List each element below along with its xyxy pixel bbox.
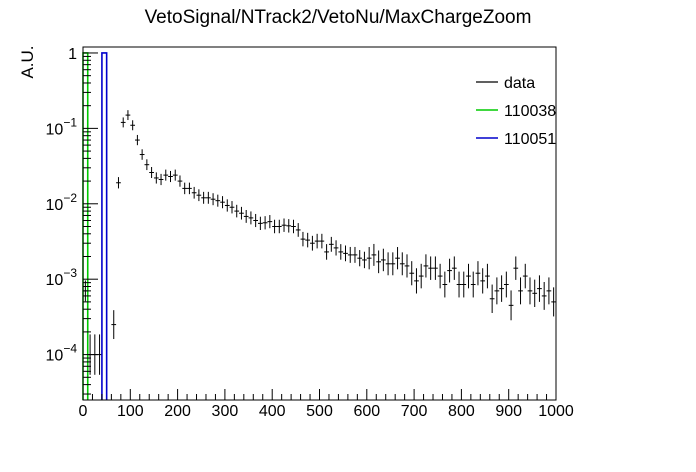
legend: data 110038 110051 — [476, 75, 556, 148]
x-tick-label: 600 — [353, 403, 380, 420]
x-tick-label: 500 — [306, 403, 333, 420]
x-tick-label: 300 — [212, 403, 239, 420]
series-110051-histogram — [101, 52, 108, 400]
legend-label-data: data — [504, 75, 535, 92]
y-tick-label: 10−4 — [46, 342, 78, 365]
x-tick-label: 1000 — [538, 403, 574, 420]
y-tick-label: 10−2 — [46, 191, 78, 214]
legend-label-110051: 110051 — [504, 131, 556, 148]
y-axis-label: A.U. — [18, 45, 37, 78]
x-tick-label: 700 — [401, 403, 428, 420]
y-tick-label: 1 — [68, 46, 77, 63]
x-tick-label: 800 — [448, 403, 475, 420]
legend-label-110038: 110038 — [504, 103, 556, 120]
plot-frame — [82, 46, 557, 401]
plot-area-border — [82, 46, 557, 401]
plot-series — [82, 52, 556, 400]
chart-title: VetoSignal/NTrack2/VetoNu/MaxChargeZoom — [145, 7, 532, 28]
x-axis: 0 100 200 300 400 500 600 700 800 900 1000 — [79, 389, 574, 420]
x-tick-label: 100 — [117, 403, 144, 420]
y-tick-label: 10−3 — [46, 266, 78, 289]
x-tick-label: 900 — [495, 403, 522, 420]
y-tick-label: 10−1 — [46, 115, 78, 138]
y-axis: 10−4 10−3 10−2 10−1 1 — [46, 46, 98, 395]
x-tick-label: 0 — [79, 403, 88, 420]
x-tick-label: 200 — [164, 403, 191, 420]
x-tick-label: 400 — [259, 403, 286, 420]
